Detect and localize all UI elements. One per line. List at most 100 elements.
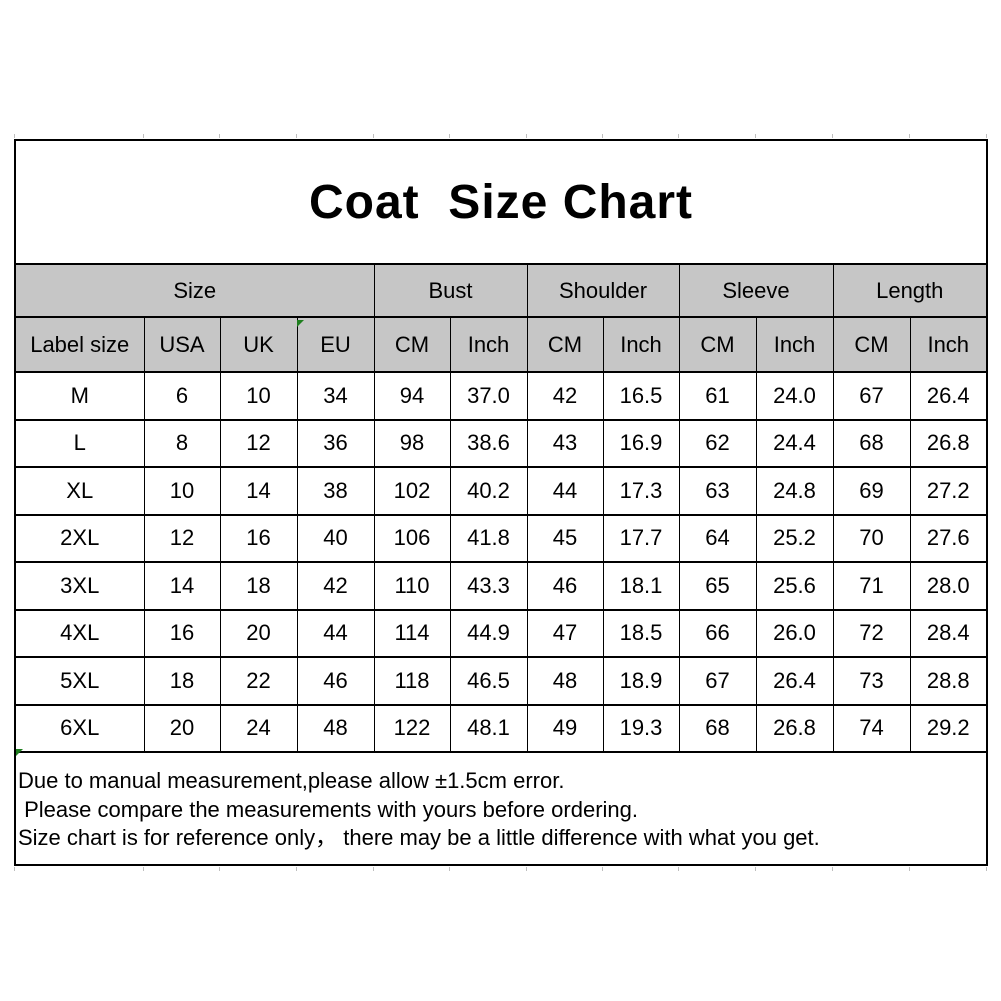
column-header-cell: Inch	[909, 316, 988, 373]
data-cell: 41.8	[449, 513, 528, 563]
data-cell: 37.0	[449, 371, 528, 421]
label-size-cell: 6XL	[14, 703, 145, 753]
data-cell: 44.9	[449, 608, 528, 658]
data-cell: 62	[678, 418, 757, 468]
data-cell: 68	[832, 418, 911, 468]
group-header-bust: Bust	[373, 263, 528, 318]
data-cell: 70	[832, 513, 911, 563]
table-row: XL 10 14 38 102 40.2 44 17.3 63 24.8 69 27.2	[14, 466, 988, 516]
data-cell: 24.8	[755, 466, 834, 516]
data-cell: 19.3	[602, 703, 680, 753]
data-cell: 46.5	[449, 656, 528, 706]
column-header-cell: Label size	[14, 316, 145, 373]
data-cell: 18	[143, 656, 221, 706]
data-cell: 14	[143, 561, 221, 611]
table-row: 3XL 14 18 42 110 43.3 46 18.1 65 25.6 71 28.0	[14, 561, 988, 611]
data-cell: 43	[526, 418, 604, 468]
data-cell: 14	[219, 466, 298, 516]
data-cell: 25.2	[755, 513, 834, 563]
data-cell: 102	[373, 466, 451, 516]
column-header-cell: UK	[219, 316, 298, 373]
data-cell: 20	[219, 608, 298, 658]
data-cell: 16.9	[602, 418, 680, 468]
data-cell: 6	[143, 371, 221, 421]
note-line: Size chart is for reference only， there …	[18, 825, 820, 850]
data-cell: 12	[219, 418, 298, 468]
label-size-cell: 5XL	[14, 656, 145, 706]
note-line: Please compare the measurements with you…	[18, 796, 638, 822]
data-cell: 110	[373, 561, 451, 611]
column-header-cell: CM	[526, 316, 604, 373]
data-cell: 12	[143, 513, 221, 563]
gridline-stub	[526, 134, 527, 138]
data-cell: 66	[678, 608, 757, 658]
gridline-stub	[755, 867, 756, 871]
group-header-row: Size Bust Shoulder Sleeve Length	[14, 263, 988, 318]
data-cell: 69	[832, 466, 911, 516]
column-header-cell: Inch	[755, 316, 834, 373]
gridline-stub	[143, 134, 144, 138]
data-cell: 24.0	[755, 371, 834, 421]
column-header-cell: Inch	[449, 316, 528, 373]
gridline-stub	[143, 867, 144, 871]
table-body: M 6 10 34 94 37.0 42 16.5 61 24.0 67 26.4 L 8 12 36 98 38…	[14, 371, 988, 753]
table-row: L 8 12 36 98 38.6 43 16.9 62 24.4 68 26.8	[14, 418, 988, 468]
size-chart-table: Coat Size Chart Size Bust Shoulder Sleeve Le…	[14, 139, 988, 866]
data-cell: 98	[373, 418, 451, 468]
data-cell: 10	[143, 466, 221, 516]
data-cell: 26.4	[755, 656, 834, 706]
data-cell: 18.9	[602, 656, 680, 706]
data-cell: 73	[832, 656, 911, 706]
data-cell: 72	[832, 608, 911, 658]
data-cell: 44	[526, 466, 604, 516]
gridline-stub	[373, 867, 374, 871]
data-cell: 71	[832, 561, 911, 611]
table-row: 5XL 18 22 46 118 46.5 48 18.9 67 26.4 73 28.8	[14, 656, 988, 706]
gridline-stub	[678, 134, 679, 138]
data-cell: 46	[526, 561, 604, 611]
data-cell: 26.8	[755, 703, 834, 753]
data-cell: 49	[526, 703, 604, 753]
table-row: 6XL 20 24 48 122 48.1 49 19.3 68 26.8 74 29.2	[14, 703, 988, 753]
column-header-cell: CM	[678, 316, 757, 373]
data-cell: 28.0	[909, 561, 988, 611]
data-cell: 38	[296, 466, 375, 516]
data-cell: 63	[678, 466, 757, 516]
column-header-cell: Inch	[602, 316, 680, 373]
column-header-cell: CM	[373, 316, 451, 373]
column-header-cell: CM	[832, 316, 911, 373]
data-cell: 42	[296, 561, 375, 611]
page-title: Coat Size Chart	[308, 175, 694, 229]
gridline-stub	[986, 134, 987, 138]
data-cell: 16	[219, 513, 298, 563]
data-cell: 18	[219, 561, 298, 611]
data-cell: 26.8	[909, 418, 988, 468]
data-cell: 64	[678, 513, 757, 563]
gridline-stub	[296, 867, 297, 871]
gridline-stub	[526, 867, 527, 871]
data-cell: 47	[526, 608, 604, 658]
data-cell: 122	[373, 703, 451, 753]
gridline-stub	[602, 134, 603, 138]
gridline-stub	[449, 867, 450, 871]
data-cell: 25.6	[755, 561, 834, 611]
table-row: 4XL 16 20 44 114 44.9 47 18.5 66 26.0 72 28.4	[14, 608, 988, 658]
table-row: 2XL 12 16 40 106 41.8 45 17.7 64 25.2 70 27.6	[14, 513, 988, 563]
size-chart-sheet: Coat Size Chart Size Bust Shoulder Sleeve Le…	[14, 134, 988, 871]
data-cell: 26.4	[909, 371, 988, 421]
note-line: Due to manual measurement,please allow ±…	[18, 768, 565, 793]
data-cell: 106	[373, 513, 451, 563]
column-header-cell: EU	[296, 316, 375, 373]
data-cell: 40	[296, 513, 375, 563]
gridline-stub	[449, 134, 450, 138]
data-cell: 17.3	[602, 466, 680, 516]
gridline-stub	[219, 134, 220, 138]
data-cell: 46	[296, 656, 375, 706]
data-cell: 67	[678, 656, 757, 706]
data-cell: 42	[526, 371, 604, 421]
data-cell: 44	[296, 608, 375, 658]
data-cell: 10	[219, 371, 298, 421]
data-cell: 17.7	[602, 513, 680, 563]
data-cell: 27.6	[909, 513, 988, 563]
group-header-length: Length	[832, 263, 988, 318]
